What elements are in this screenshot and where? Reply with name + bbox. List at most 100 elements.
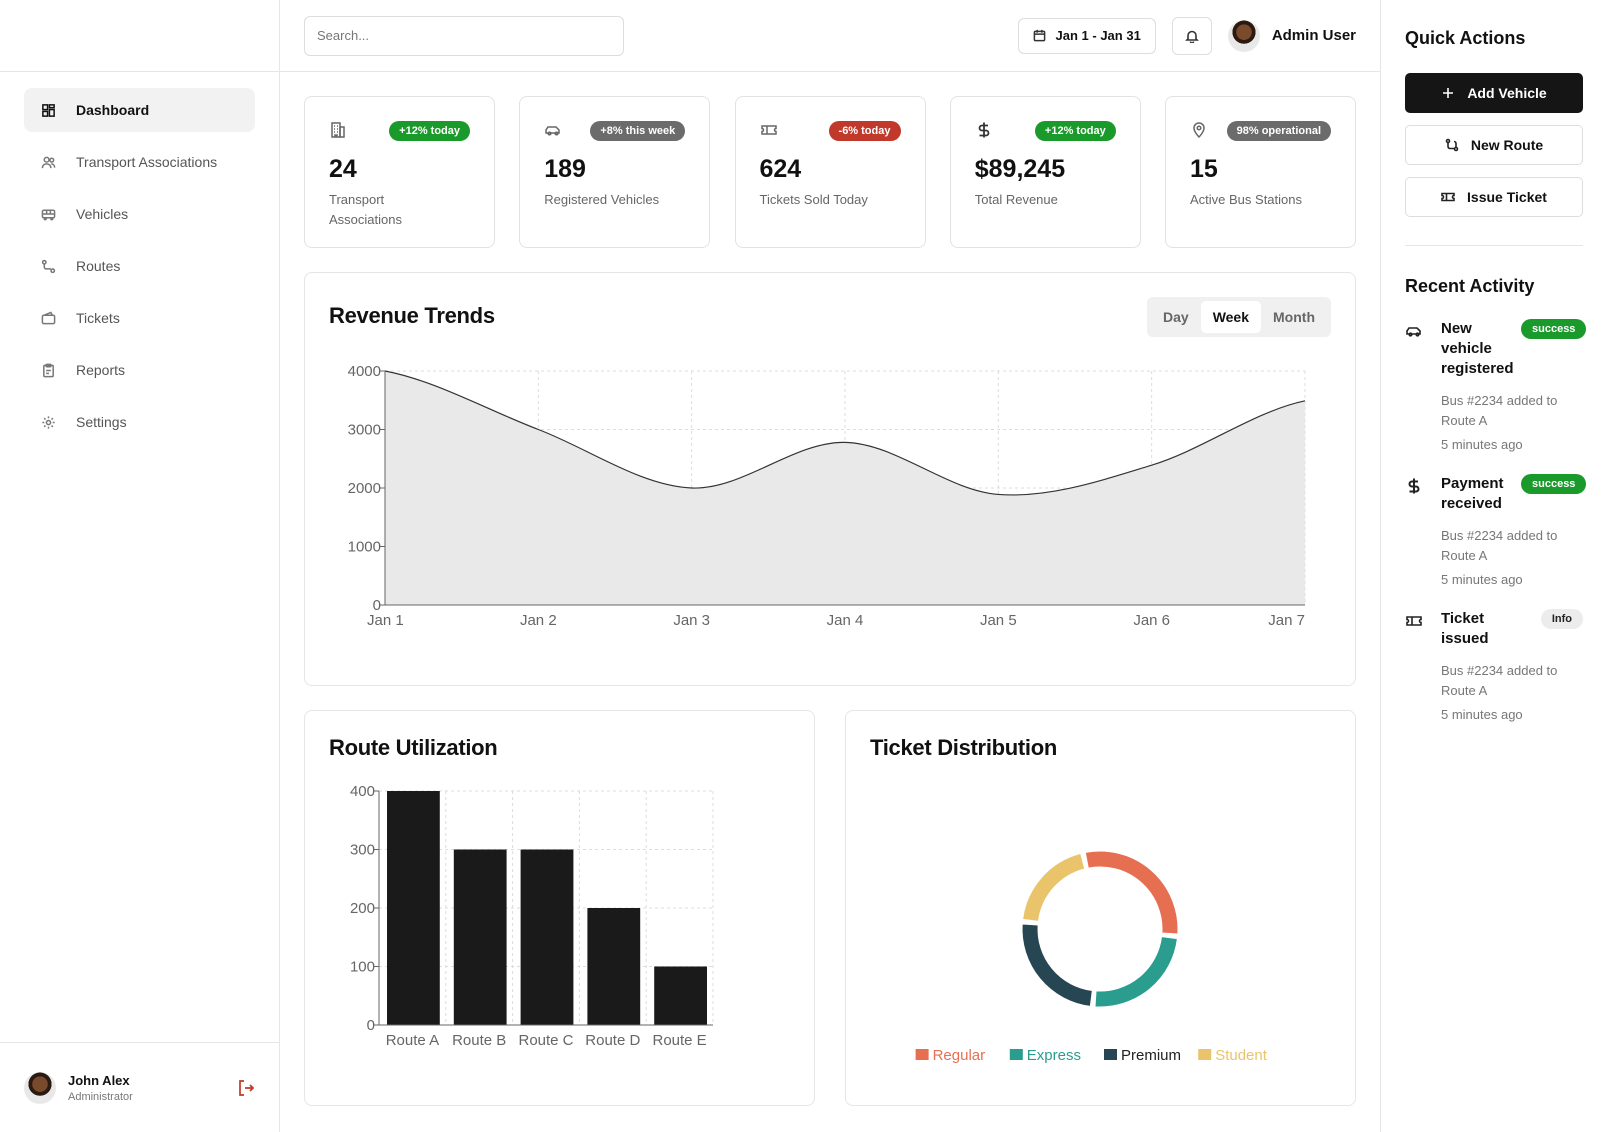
search-input[interactable] bbox=[304, 15, 624, 56]
activity-desc: Bus #2234 added to Route A bbox=[1441, 528, 1558, 563]
sidebar-item-label: Vehicles bbox=[76, 206, 129, 222]
add-vehicle-button[interactable]: Add Vehicle bbox=[1405, 73, 1583, 113]
sidebar-item-transport-associations[interactable]: Transport Associations bbox=[24, 140, 255, 184]
route-util-title: Route Utilization bbox=[329, 735, 498, 760]
y-tick-label: 4000 bbox=[348, 363, 381, 380]
area-fill bbox=[385, 371, 1305, 605]
recent-activity-title: Recent Activity bbox=[1405, 276, 1535, 296]
x-tick-label: Jan 5 bbox=[980, 612, 1017, 629]
route-utilization-panel: Route Utilization 0 100 200 300 400 Route A Ro… bbox=[304, 710, 815, 1106]
pie-slice bbox=[1094, 936, 1178, 1008]
stat-value: 24 bbox=[329, 155, 357, 183]
ticket-icon bbox=[1405, 612, 1425, 632]
legend-label: Student bbox=[1215, 1047, 1268, 1064]
stat-label: Total Revenue bbox=[974, 192, 1058, 207]
x-tick-label: Route C bbox=[518, 1032, 573, 1049]
status-badge: success bbox=[1521, 319, 1587, 339]
legend-label: Premium bbox=[1121, 1047, 1181, 1064]
activity-title: Payment received bbox=[1441, 475, 1504, 512]
stat-value: 15 bbox=[1190, 155, 1218, 183]
user-name: John Alex bbox=[68, 1072, 130, 1088]
stat-label: Tickets Sold Today bbox=[759, 192, 868, 207]
x-tick-label: Route A bbox=[386, 1032, 439, 1049]
series-line bbox=[384, 370, 1306, 496]
stat-card-tickets: -6% today 624 Tickets Sold Today bbox=[734, 96, 926, 248]
sidebar: Dashboard Transport Associations Vehicle… bbox=[0, 0, 280, 1132]
sidebar-user: John Alex Administrator bbox=[0, 1042, 280, 1132]
sidebar-item-tickets[interactable]: Tickets bbox=[24, 296, 255, 340]
sidebar-item-routes[interactable]: Routes bbox=[24, 244, 255, 288]
new-route-button[interactable]: New Route bbox=[1405, 125, 1583, 165]
right-panel: Quick Actions Add Vehicle New Route Issu… bbox=[1380, 0, 1607, 1132]
y-tick-label: 0 bbox=[367, 1017, 375, 1034]
tab-week[interactable]: Week bbox=[1200, 301, 1262, 333]
logout-icon[interactable] bbox=[236, 1078, 256, 1098]
sidebar-item-vehicles[interactable]: Vehicles bbox=[24, 192, 255, 236]
calendar-icon bbox=[1033, 29, 1045, 42]
dollar-icon bbox=[1405, 477, 1425, 497]
avatar bbox=[24, 1071, 56, 1104]
legend-swatch bbox=[1198, 1049, 1212, 1060]
header-user[interactable]: Admin User bbox=[1227, 19, 1356, 52]
stat-card-revenue: +12% today $89,245 Total Revenue bbox=[949, 96, 1141, 248]
stat-card-associations: +12% today 24 Transport Associations bbox=[304, 96, 495, 248]
legend-swatch bbox=[1009, 1049, 1023, 1060]
legend-swatch bbox=[1104, 1049, 1117, 1060]
pie-slice bbox=[1021, 923, 1093, 1007]
y-tick-label: 2000 bbox=[348, 480, 381, 497]
activity-item[interactable]: Ticket issued Info Bus #2234 added to Ro… bbox=[1405, 609, 1583, 722]
notifications-button[interactable] bbox=[1171, 16, 1212, 55]
route-icon bbox=[40, 258, 56, 274]
map-pin-icon bbox=[1190, 121, 1210, 141]
activity-title: New vehicle registered bbox=[1441, 320, 1514, 377]
stat-label: Registered Vehicles bbox=[544, 192, 660, 207]
stat-value: 189 bbox=[544, 155, 586, 183]
logo-area bbox=[0, 0, 279, 72]
sidebar-item-label: Dashboard bbox=[76, 102, 150, 118]
quick-actions-title: Quick Actions bbox=[1405, 28, 1526, 48]
status-badge: Info bbox=[1540, 609, 1583, 629]
stat-badge: 98% operational bbox=[1226, 121, 1331, 141]
route-icon bbox=[1445, 138, 1459, 152]
sidebar-item-label: Routes bbox=[76, 258, 121, 274]
pie-slice bbox=[1022, 852, 1086, 922]
revenue-area-chart: 0 1000 2000 3000 4000 Jan 1 Jan 2 Jan 3 Jan 4 Jan… bbox=[348, 363, 1306, 629]
sidebar-item-settings[interactable]: Settings bbox=[24, 400, 255, 444]
x-tick-label: Jan 6 bbox=[1133, 612, 1170, 629]
user-role: Administrator bbox=[68, 1090, 133, 1103]
sidebar-item-dashboard[interactable]: Dashboard bbox=[24, 88, 255, 132]
stat-card-stations: 98% operational 15 Active Bus Stations bbox=[1165, 96, 1356, 248]
plus-icon bbox=[1443, 88, 1454, 98]
pie-slice bbox=[1084, 850, 1179, 935]
bar bbox=[387, 791, 440, 1025]
bus-icon bbox=[40, 206, 56, 222]
bar bbox=[654, 966, 707, 1025]
activity-time: 5 minutes ago bbox=[1441, 437, 1523, 452]
x-tick-label: Jan 4 bbox=[827, 612, 864, 629]
stat-value: 624 bbox=[759, 155, 802, 183]
x-tick-label: Route B bbox=[452, 1032, 506, 1049]
car-icon bbox=[1405, 322, 1425, 342]
quick-actions: Add Vehicle New Route Issue Ticket bbox=[1405, 73, 1583, 217]
sidebar-item-reports[interactable]: Reports bbox=[24, 348, 255, 392]
activity-item[interactable]: Payment received success Bus #2234 added… bbox=[1405, 474, 1587, 587]
y-tick-label: 100 bbox=[350, 959, 375, 976]
y-tick-label: 1000 bbox=[348, 539, 381, 556]
issue-ticket-button[interactable]: Issue Ticket bbox=[1405, 177, 1583, 217]
grid-icon bbox=[40, 102, 56, 118]
y-tick-label: 200 bbox=[350, 900, 375, 917]
y-tick-label: 3000 bbox=[348, 422, 381, 439]
route-bar-chart: 0 100 200 300 400 Route A Route B Route C Route … bbox=[350, 783, 714, 1049]
x-tick-label: Jan 7 bbox=[1268, 612, 1305, 629]
top-header: Jan 1 - Jan 31 Admin User bbox=[280, 0, 1380, 72]
status-badge: success bbox=[1521, 474, 1587, 494]
tab-day[interactable]: Day bbox=[1163, 309, 1189, 325]
sidebar-item-label: Transport Associations bbox=[76, 154, 218, 170]
sidebar-item-label: Reports bbox=[76, 362, 126, 378]
gear-icon bbox=[40, 414, 56, 430]
main-content: +12% today 24 Transport Associations +8%… bbox=[304, 96, 1356, 1106]
date-range-button[interactable]: Jan 1 - Jan 31 bbox=[1017, 17, 1156, 54]
y-tick-label: 400 bbox=[350, 783, 375, 800]
tab-month[interactable]: Month bbox=[1273, 309, 1315, 325]
activity-item[interactable]: New vehicle registered success Bus #2234… bbox=[1405, 319, 1587, 452]
